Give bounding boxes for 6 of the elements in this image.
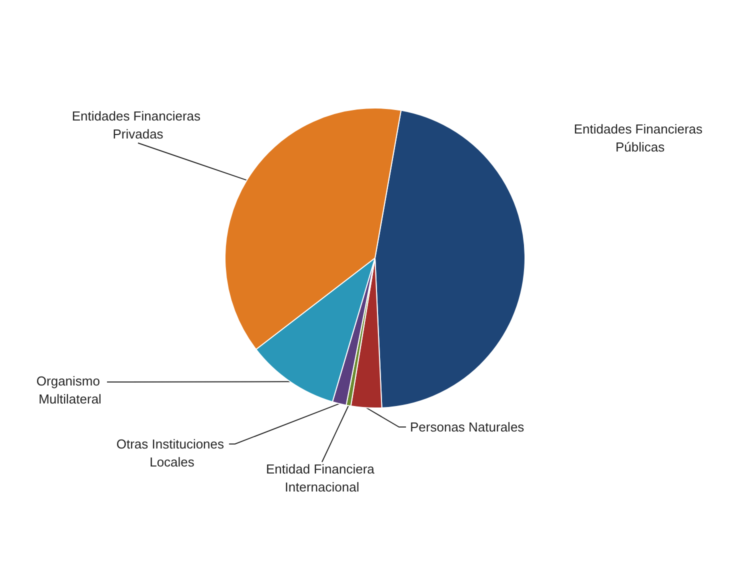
slice-label: Entidades Financieras Privadas: [72, 108, 204, 142]
slice-label: Entidad Financiera Internacional: [266, 462, 378, 494]
slice-label: Personas Naturales: [410, 420, 525, 434]
slice-label: Entidades Financieras Públicas: [574, 122, 706, 154]
slice-label: Organismo Multilateral: [36, 374, 104, 406]
slice-label: Otras Instituciones Locales: [116, 436, 228, 470]
